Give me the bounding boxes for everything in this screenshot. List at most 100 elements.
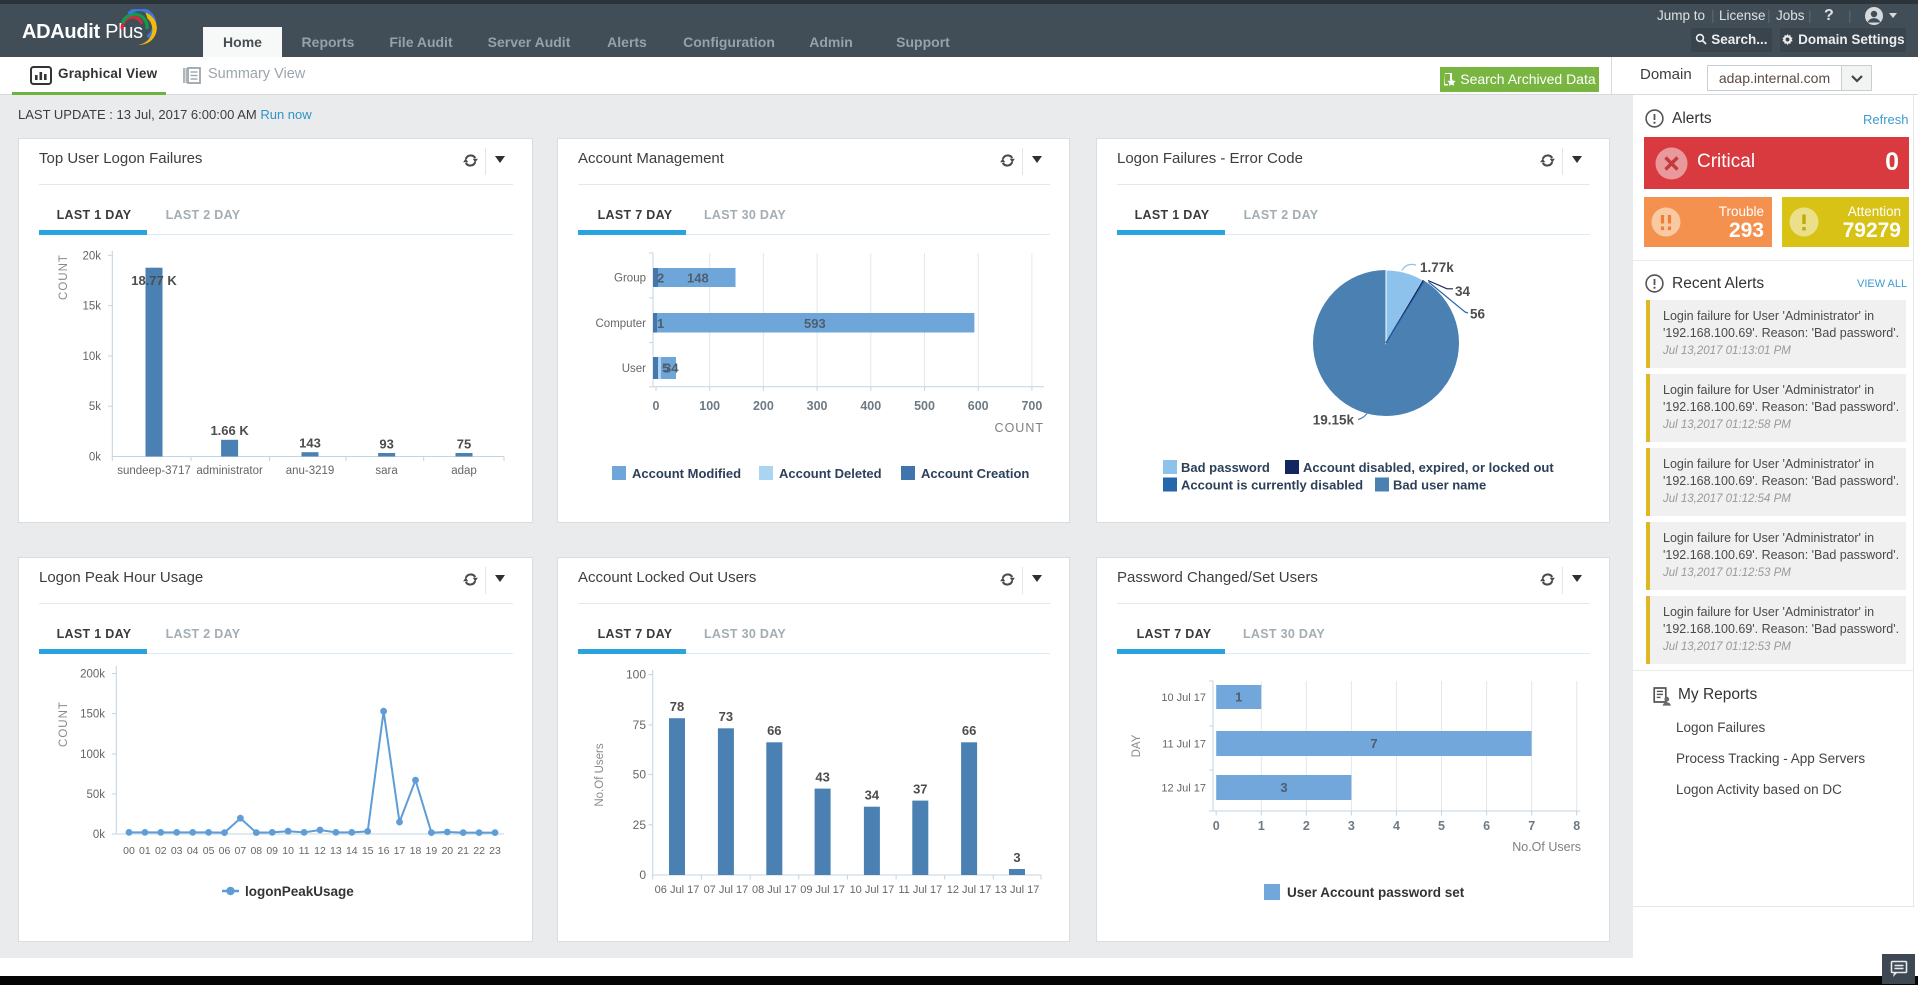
svg-text:07 Jul 17: 07 Jul 17 <box>704 884 749 896</box>
svg-text:23: 23 <box>489 845 501 857</box>
svg-text:sara: sara <box>375 465 398 477</box>
svg-text:600: 600 <box>968 399 989 413</box>
svg-text:19: 19 <box>426 845 438 857</box>
svg-text:56: 56 <box>1470 307 1486 322</box>
svg-text:6: 6 <box>1483 819 1490 833</box>
svg-text:148: 148 <box>687 271 709 286</box>
svg-text:50: 50 <box>633 768 647 782</box>
svg-text:Account disabled, expired, or: Account disabled, expired, or locked out <box>1303 460 1554 475</box>
svg-text:09: 09 <box>266 845 278 857</box>
svg-text:93: 93 <box>379 437 393 452</box>
svg-text:200k: 200k <box>80 669 105 681</box>
svg-text:15k: 15k <box>82 301 101 313</box>
svg-text:73: 73 <box>719 709 733 724</box>
svg-text:66: 66 <box>962 723 976 738</box>
svg-text:25: 25 <box>633 818 647 832</box>
svg-text:11 Jul 17: 11 Jul 17 <box>898 884 942 896</box>
svg-text:11 Jul 17: 11 Jul 17 <box>1162 739 1206 751</box>
svg-text:7: 7 <box>1370 736 1377 751</box>
svg-text:34: 34 <box>1455 284 1471 299</box>
svg-text:02: 02 <box>155 845 167 857</box>
svg-text:22: 22 <box>473 845 485 857</box>
svg-text:12: 12 <box>314 845 326 857</box>
svg-text:20k: 20k <box>82 250 101 262</box>
svg-text:17: 17 <box>394 845 406 857</box>
svg-text:11: 11 <box>299 845 310 857</box>
svg-text:34: 34 <box>664 361 679 376</box>
svg-text:100: 100 <box>699 399 720 413</box>
svg-text:18: 18 <box>410 845 422 857</box>
svg-text:100: 100 <box>626 668 646 682</box>
svg-text:150k: 150k <box>80 709 105 721</box>
svg-text:18.77 K: 18.77 K <box>131 273 177 288</box>
svg-text:4: 4 <box>1393 819 1400 833</box>
svg-text:5: 5 <box>1438 819 1445 833</box>
svg-text:1.77k: 1.77k <box>1420 260 1454 275</box>
svg-text:Account is currently disabled: Account is currently disabled <box>1181 478 1363 493</box>
svg-text:43: 43 <box>815 770 829 785</box>
svg-text:8: 8 <box>1573 819 1580 833</box>
svg-text:300: 300 <box>807 399 828 413</box>
svg-text:78: 78 <box>670 699 684 714</box>
svg-text:Computer: Computer <box>596 318 647 330</box>
svg-text:75: 75 <box>457 437 471 452</box>
svg-text:3: 3 <box>1348 819 1355 833</box>
svg-text:143: 143 <box>299 436 321 451</box>
svg-text:1.66 K: 1.66 K <box>210 423 249 438</box>
svg-text:13: 13 <box>330 845 342 857</box>
svg-text:05: 05 <box>203 845 215 857</box>
svg-text:37: 37 <box>913 782 927 797</box>
svg-text:01: 01 <box>139 845 151 857</box>
svg-text:16: 16 <box>378 845 390 857</box>
svg-text:5: 5 <box>662 361 669 376</box>
svg-text:10 Jul 17: 10 Jul 17 <box>1161 692 1206 704</box>
svg-text:Account Creation: Account Creation <box>921 466 1029 481</box>
svg-text:1: 1 <box>657 316 664 331</box>
svg-text:User: User <box>622 363 646 375</box>
svg-text:1: 1 <box>1235 690 1242 705</box>
svg-text:50k: 50k <box>86 789 105 801</box>
svg-text:COUNT: COUNT <box>995 421 1044 435</box>
svg-text:66: 66 <box>767 723 781 738</box>
svg-text:07: 07 <box>235 845 247 857</box>
svg-text:Account Deleted: Account Deleted <box>779 466 882 481</box>
svg-text:10k: 10k <box>82 351 101 363</box>
svg-text:08 Jul 17: 08 Jul 17 <box>752 884 797 896</box>
svg-text:2: 2 <box>1303 819 1310 833</box>
svg-text:00: 00 <box>123 845 135 857</box>
svg-text:06 Jul 17: 06 Jul 17 <box>655 884 700 896</box>
svg-text:Account Modified: Account Modified <box>632 466 741 481</box>
svg-text:700: 700 <box>1021 399 1042 413</box>
svg-text:03: 03 <box>171 845 183 857</box>
svg-text:10 Jul 17: 10 Jul 17 <box>850 884 895 896</box>
svg-text:12 Jul 17: 12 Jul 17 <box>1161 783 1206 795</box>
svg-text:21: 21 <box>457 845 469 857</box>
svg-text:COUNT: COUNT <box>58 701 70 747</box>
svg-text:0k: 0k <box>89 452 101 464</box>
svg-text:200: 200 <box>753 399 774 413</box>
svg-text:04: 04 <box>187 845 199 857</box>
svg-text:0: 0 <box>1213 819 1220 833</box>
svg-text:100k: 100k <box>80 749 105 761</box>
svg-text:User Account password set: User Account password set <box>1287 885 1465 900</box>
svg-text:06: 06 <box>219 845 231 857</box>
svg-text:13 Jul 17: 13 Jul 17 <box>995 884 1040 896</box>
svg-text:0: 0 <box>653 399 660 413</box>
svg-text:0k: 0k <box>93 829 105 841</box>
svg-text:Bad user name: Bad user name <box>1393 478 1486 493</box>
svg-text:10: 10 <box>282 845 294 857</box>
svg-text:DAY: DAY <box>1131 734 1143 757</box>
svg-text:593: 593 <box>804 316 826 331</box>
svg-text:34: 34 <box>865 788 880 803</box>
svg-text:08: 08 <box>250 845 262 857</box>
svg-text:14: 14 <box>346 845 358 857</box>
svg-text:No.Of Users: No.Of Users <box>594 743 606 807</box>
svg-text:administrator: administrator <box>196 465 263 477</box>
svg-text:0: 0 <box>639 868 646 882</box>
svg-text:3: 3 <box>1280 780 1287 795</box>
svg-text:Group: Group <box>614 273 646 285</box>
svg-text:400: 400 <box>860 399 881 413</box>
svg-text:COUNT: COUNT <box>58 254 70 300</box>
svg-text:5k: 5k <box>89 401 101 413</box>
svg-text:15: 15 <box>362 845 374 857</box>
